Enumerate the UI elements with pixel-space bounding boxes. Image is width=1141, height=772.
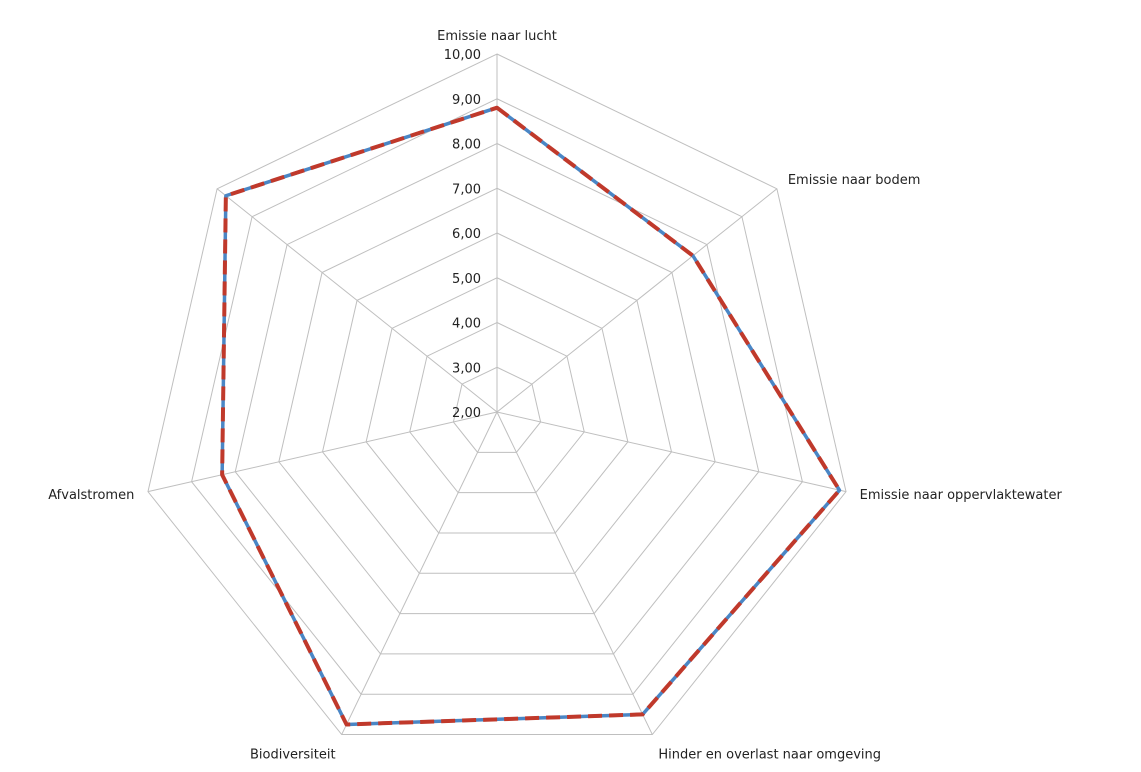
category-label: Hinder en overlast naar omgeving xyxy=(658,748,881,763)
axis-tick-label: 4,00 xyxy=(452,317,481,332)
axis-tick-label: 2,00 xyxy=(452,406,481,421)
radial-axis-labels: 2,00 3,00 4,00 5,00 6,00 7,00 8,00 9,00 10,00 xyxy=(444,48,481,421)
axis-tick-label: 10,00 xyxy=(444,48,481,63)
grid-ring xyxy=(147,53,847,736)
grid-ring xyxy=(365,277,629,534)
grid-spoke xyxy=(147,411,498,493)
category-label: Afvalstromen xyxy=(48,488,134,503)
axis-tick-label: 6,00 xyxy=(452,227,481,242)
grid-ring xyxy=(321,232,673,574)
grid-ring xyxy=(409,321,585,494)
category-labels: Emissie naar lucht Emissie naar bodem Emis… xyxy=(48,29,1062,763)
grid-ring xyxy=(191,98,803,695)
grid-ring xyxy=(278,187,716,615)
axis-tick-label: 9,00 xyxy=(452,93,481,108)
category-label: Emissie naar bodem xyxy=(788,173,921,188)
series-line xyxy=(220,105,842,727)
axis-tick-label: 5,00 xyxy=(452,272,481,287)
axis-tick-label: 3,00 xyxy=(452,361,481,376)
grid-spoke xyxy=(341,411,498,735)
series-line xyxy=(220,105,842,727)
grid-spoke xyxy=(496,188,778,413)
grid-spoke xyxy=(496,411,653,735)
category-label: Emissie naar lucht xyxy=(437,29,557,44)
grid-spoke xyxy=(216,188,498,413)
grid-ring xyxy=(452,366,542,453)
category-label: Emissie naar oppervlaktewater xyxy=(860,488,1063,503)
radar-grid xyxy=(147,53,847,736)
axis-tick-label: 8,00 xyxy=(452,138,481,153)
axis-tick-label: 7,00 xyxy=(452,182,481,197)
data-series xyxy=(220,105,842,727)
grid-ring xyxy=(234,142,760,655)
category-label: Biodiversiteit xyxy=(250,748,336,763)
grid-spoke xyxy=(496,411,847,493)
